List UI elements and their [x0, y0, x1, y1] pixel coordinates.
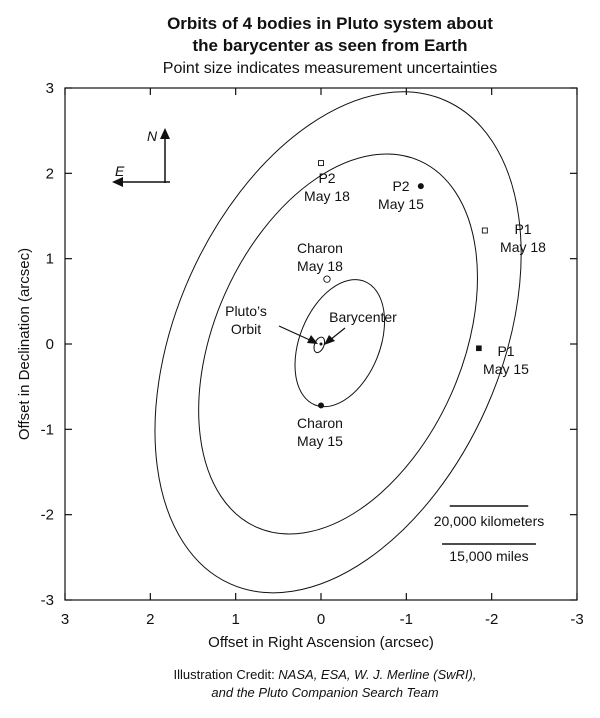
- annotation-line: Charon: [297, 240, 343, 256]
- x-tick-label: 0: [317, 611, 325, 628]
- point-p2-may-15: [417, 183, 424, 190]
- orbit-p2: [198, 153, 478, 535]
- annotation-line: P2: [318, 170, 335, 186]
- y-tick-label: -1: [41, 421, 54, 438]
- x-axis-label: Offset in Right Ascension (arcsec): [208, 634, 434, 651]
- annotation-line: Pluto’s: [225, 303, 267, 319]
- annotation-barycenter: Barycenter: [329, 309, 397, 325]
- point-charon-may-15: [318, 402, 324, 409]
- chart-title-line2: the barycenter as seen from Earth: [193, 36, 468, 55]
- east-arrowhead: [112, 177, 123, 187]
- orbit-ellipses: [154, 91, 522, 594]
- annotation-line: May 18: [297, 258, 343, 274]
- plutos-orbit-pointer: [278, 325, 313, 342]
- annotation-p2-may15: P2 May 15: [378, 178, 424, 212]
- annotation-plutos-orbit: Pluto’s Orbit: [225, 303, 267, 337]
- chart-title-line1: Orbits of 4 bodies in Pluto system about: [167, 14, 493, 33]
- scale-bars: 20,000 kilometers 15,000 miles: [434, 505, 545, 564]
- point-p1-may-15: [476, 345, 482, 352]
- orbit-p1: [154, 91, 522, 594]
- east-label: E: [115, 163, 125, 179]
- point-charon-may-18: [323, 275, 331, 283]
- y-tick-label: 1: [46, 251, 54, 268]
- y-tick-label: -2: [41, 507, 54, 524]
- barycenter-pointer: [329, 327, 346, 341]
- credit-authors: NASA, ESA, W. J. Merline (SwRI),: [278, 667, 476, 682]
- annotation-line: Orbit: [231, 321, 261, 337]
- credit-prefix: Illustration Credit:: [174, 667, 279, 682]
- annotation-line: Charon: [297, 415, 343, 431]
- annotation-p2-may18: P2 May 18: [304, 170, 350, 204]
- y-tick-label: 0: [46, 336, 54, 353]
- y-tick-label: 3: [46, 80, 54, 97]
- y-tick-label: -3: [41, 592, 54, 609]
- x-tick-label: -3: [570, 611, 583, 628]
- annotation-line: May 18: [500, 239, 546, 255]
- y-tick-label: 2: [46, 165, 54, 182]
- annotation-line: May 18: [304, 188, 350, 204]
- annotation-line: P1: [514, 221, 531, 237]
- x-tick-label: -2: [485, 611, 498, 628]
- orbit-charon: [294, 279, 386, 408]
- annotation-line: May 15: [483, 361, 529, 377]
- illustration-credit-line2: and the Pluto Companion Search Team: [211, 685, 438, 700]
- north-arrowhead: [160, 128, 170, 139]
- annotation-line: May 15: [297, 433, 343, 449]
- annotation-charon-may15: Charon May 15: [297, 415, 343, 449]
- x-tick-label: 3: [61, 611, 69, 628]
- scale-bar-km-label: 20,000 kilometers: [434, 513, 545, 529]
- orbit-pluto-s-orbit: [313, 336, 326, 354]
- annotation-line: P2: [392, 178, 409, 194]
- annotation-charon-may18: Charon May 18: [297, 240, 343, 274]
- annotation-line: P1: [497, 343, 514, 359]
- chart-subtitle: Point size indicates measurement uncerta…: [163, 60, 497, 77]
- annotation-p1-may18: P1 May 18: [500, 221, 546, 255]
- annotation-line: May 15: [378, 196, 424, 212]
- compass-rose: N E: [112, 128, 170, 187]
- data-points: [318, 160, 488, 409]
- illustration-credit-line1: Illustration Credit: NASA, ESA, W. J. Me…: [174, 667, 477, 682]
- annotation-line: Barycenter: [329, 309, 397, 325]
- plutos-orbit-arrowhead: [307, 335, 318, 344]
- annotation-p1-may15: P1 May 15: [483, 343, 529, 377]
- point-barycenter: [319, 342, 323, 346]
- scale-bar-miles-label: 15,000 miles: [449, 548, 528, 564]
- north-label: N: [147, 128, 158, 144]
- axis-ticks: 3 2 1 0 -1 -2 -3 3 2 1 0 -1 -2 -3: [41, 80, 584, 628]
- y-axis-label: Offset in Declination (arcsec): [16, 248, 33, 440]
- point-p2-may-18: [318, 160, 324, 167]
- point-p1-may-18: [481, 227, 488, 234]
- point-annotations: P2 May 18 P2 May 15 P1 May 18 P1 May 15 Charon Ma…: [225, 170, 546, 449]
- x-tick-label: 1: [231, 611, 239, 628]
- x-tick-label: 2: [146, 611, 154, 628]
- x-tick-label: -1: [400, 611, 413, 628]
- barycenter-arrowhead: [324, 335, 335, 345]
